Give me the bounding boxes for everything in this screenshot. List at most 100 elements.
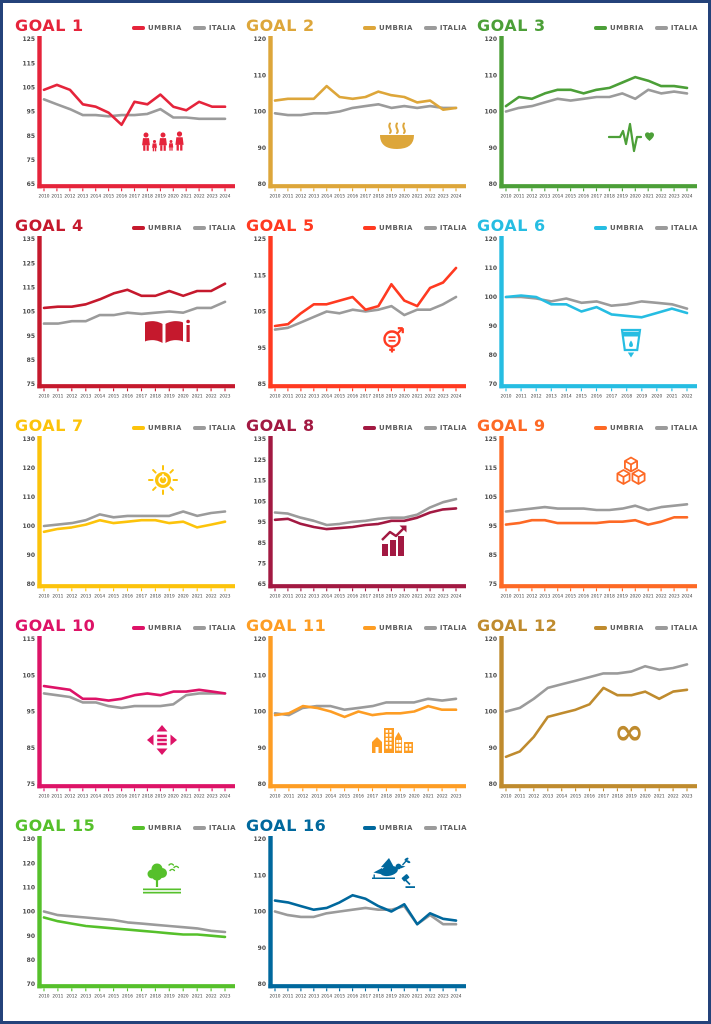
y-axis-label: 100 — [253, 709, 266, 716]
y-axis-label: 135 — [22, 236, 35, 243]
x-axis-label: 2022 — [656, 194, 667, 200]
y-axis-label: 100 — [22, 909, 35, 916]
legend-italia-label: ITALIA — [439, 624, 467, 632]
umbria-line-marker — [132, 826, 146, 830]
italia-line — [42, 910, 227, 934]
legend-italia-label: ITALIA — [670, 224, 698, 232]
y-axis-label: 120 — [253, 836, 266, 843]
y-axis-label: 100 — [484, 709, 497, 716]
x-axis-label: 2020 — [409, 794, 420, 800]
x-axis-label: 2011 — [51, 194, 62, 200]
x-axis-label: 2018 — [381, 794, 392, 800]
italia-line-marker — [654, 226, 668, 230]
y-axis-label: 105 — [22, 309, 35, 316]
x-axis-label: 2015 — [570, 794, 581, 800]
italia-line — [273, 295, 458, 331]
x-axis-label: 2017 — [136, 594, 147, 600]
legend-umbria-label: UMBRIA — [610, 624, 644, 632]
chart-title: GOAL 7 — [15, 416, 84, 435]
legend-italia-label: ITALIA — [439, 424, 467, 432]
x-axis-label: 2022 — [425, 594, 436, 600]
x-axis-label: 2015 — [334, 194, 345, 200]
umbria-line — [273, 507, 458, 531]
x-axis-label: 2014 — [321, 594, 332, 600]
y-axis-label: 100 — [22, 523, 35, 530]
y-axis-label: 100 — [253, 909, 266, 916]
italia-line — [42, 98, 227, 121]
energy-sun-icon — [148, 465, 178, 495]
y-axis-label: 85 — [258, 540, 266, 547]
x-axis-label: 2010 — [39, 794, 50, 800]
legend-italia-label: ITALIA — [670, 24, 698, 32]
legend-item-italia: ITALIA — [654, 24, 698, 32]
y-axis-label: 85 — [489, 552, 497, 559]
legend-item-italia: ITALIA — [423, 624, 467, 632]
y-axis-label: 80 — [489, 781, 497, 788]
legend-italia-label: ITALIA — [208, 424, 236, 432]
food-bowl-icon — [380, 122, 414, 149]
x-axis-label: 2020 — [399, 994, 410, 1000]
y-axis-label: 80 — [258, 981, 266, 988]
legend-umbria-label: UMBRIA — [148, 624, 182, 632]
x-axis-label: 2013 — [308, 994, 319, 1000]
x-axis-label: 2016 — [584, 794, 595, 800]
x-axis-label: 2023 — [220, 594, 231, 600]
y-axis-label: 90 — [489, 145, 497, 152]
chart-legend: UMBRIA ITALIA — [363, 824, 467, 834]
x-axis-label: 2017 — [136, 394, 147, 400]
umbria-line — [273, 84, 458, 111]
chart-title: GOAL 10 — [15, 616, 96, 635]
x-axis-label: 2020 — [399, 394, 410, 400]
legend-item-italia: ITALIA — [423, 424, 467, 432]
italia-line-marker — [423, 26, 437, 30]
x-axis-label: 2016 — [116, 794, 127, 800]
x-axis-label: 2016 — [122, 594, 133, 600]
x-axis-label: 2012 — [528, 794, 539, 800]
x-axis-label: 2013 — [308, 194, 319, 200]
x-axis-label: 2023 — [438, 594, 449, 600]
economic-growth-icon — [381, 525, 407, 556]
industry-cubes-icon — [616, 456, 646, 485]
legend-italia-label: ITALIA — [208, 24, 236, 32]
x-axis-label: 2022 — [194, 794, 205, 800]
x-axis-label: 2010 — [39, 594, 50, 600]
x-axis-label: 2023 — [220, 994, 231, 1000]
x-axis-label: 2011 — [282, 594, 293, 600]
y-axis-label: 80 — [489, 181, 497, 188]
legend-item-umbria: UMBRIA — [594, 24, 644, 32]
x-axis-label: 2017 — [606, 394, 617, 400]
umbria-line — [42, 282, 227, 310]
x-axis-label: 2011 — [282, 394, 293, 400]
x-axis-label: 2014 — [90, 794, 101, 800]
x-axis-label: 2017 — [598, 794, 609, 800]
x-axis-label: 2014 — [90, 194, 101, 200]
x-axis-label: 2015 — [565, 194, 576, 200]
x-axis-label: 2014 — [556, 794, 567, 800]
peace-justice-icon — [372, 857, 415, 888]
chart-header: GOAL 16 UMBRIA ITALIA — [242, 811, 471, 834]
y-axis-label: 110 — [484, 673, 497, 680]
chart-legend: UMBRIA ITALIA — [363, 24, 467, 34]
x-axis-label: 2010 — [270, 794, 281, 800]
legend-item-italia: ITALIA — [192, 624, 236, 632]
x-axis-label: 2017 — [360, 194, 371, 200]
x-axis-label: 2024 — [451, 994, 462, 1000]
x-axis-label: 2017 — [360, 394, 371, 400]
chart-header: GOAL 8 UMBRIA ITALIA — [242, 411, 471, 434]
y-axis-label: 110 — [253, 673, 266, 680]
x-axis-label: 2019 — [164, 394, 175, 400]
legend-item-umbria: UMBRIA — [132, 24, 182, 32]
chart-title: GOAL 1 — [15, 16, 84, 35]
reduced-inequalities-icon — [147, 725, 177, 755]
x-axis-label: 2015 — [108, 594, 119, 600]
x-axis-label: 2024 — [682, 594, 693, 600]
x-axis-label: 2020 — [399, 194, 410, 200]
y-axis-label: 105 — [484, 494, 497, 501]
y-axis-label: 120 — [253, 36, 266, 43]
education-book-icon — [145, 319, 190, 343]
x-axis-label: 2023 — [669, 594, 680, 600]
